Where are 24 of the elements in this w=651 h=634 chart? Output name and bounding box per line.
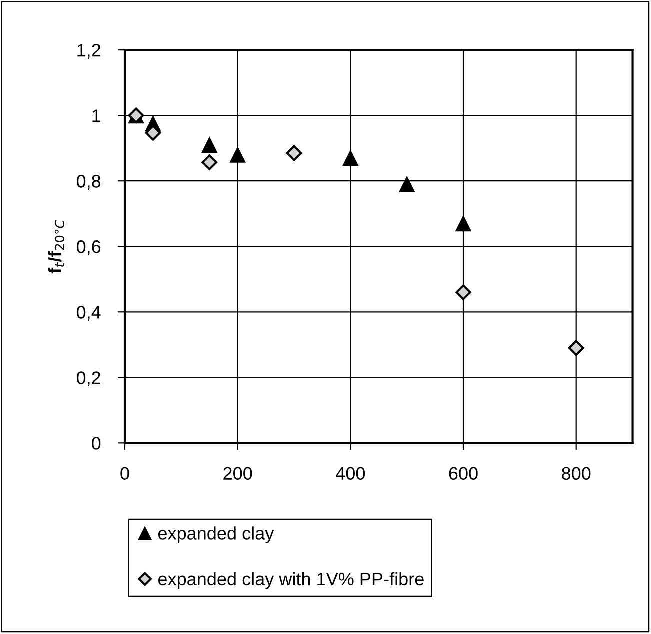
y-tick-label: 0,2 [76,372,100,387]
point [202,137,218,154]
x-tick-label: 400 [336,467,366,480]
y-tick-label: 1 [92,110,100,122]
x-tick-label: 600 [449,467,478,480]
point [342,150,359,166]
y-tick-label: 1,2 [78,44,100,59]
legend-label: expanded clay with 1V% PP-fibre [158,572,424,590]
y-tick-label: 0 [92,437,101,450]
point [286,145,302,162]
point [456,284,472,300]
y-axis-title: f$_{t}$/f$_{20°C}$ [48,220,64,274]
point [399,176,416,192]
point [456,216,472,232]
legend-label: expanded clay [158,526,274,544]
x-tick-label: 0 [120,467,130,480]
y-tick-label: 0,8 [76,175,101,190]
point [230,146,246,163]
y-tick-label: 0,4 [76,306,101,321]
y-tick-label: 0,6 [76,240,101,256]
point [568,340,584,356]
point [202,154,218,170]
x-tick-label: 200 [224,467,252,480]
x-tick-label: 800 [562,467,591,480]
